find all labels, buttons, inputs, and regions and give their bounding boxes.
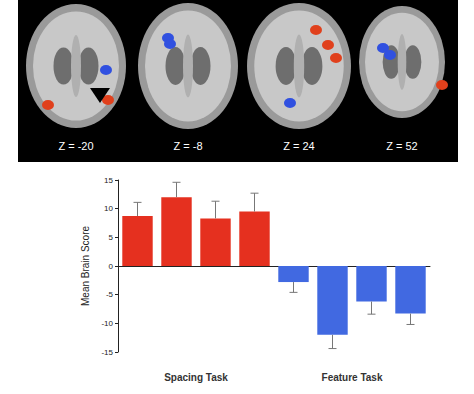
svg-text:-10: -10: [101, 319, 113, 328]
svg-text:-15: -15: [101, 348, 113, 357]
svg-text:Z = 24: Z = 24: [283, 140, 315, 152]
svg-text:Z = -20: Z = -20: [58, 140, 93, 152]
svg-text:-5: -5: [106, 290, 114, 299]
svg-text:Z = -8: Z = -8: [173, 140, 202, 152]
svg-text:15: 15: [104, 176, 113, 185]
svg-text:Mean Brain Score: Mean Brain Score: [80, 226, 91, 306]
svg-text:0: 0: [109, 262, 114, 271]
svg-text:10: 10: [104, 204, 113, 213]
svg-text:Feature Task: Feature Task: [322, 372, 383, 383]
svg-text:5: 5: [109, 233, 114, 242]
svg-text:Spacing Task: Spacing Task: [164, 372, 228, 383]
svg-text:Z = 52: Z = 52: [386, 140, 418, 152]
